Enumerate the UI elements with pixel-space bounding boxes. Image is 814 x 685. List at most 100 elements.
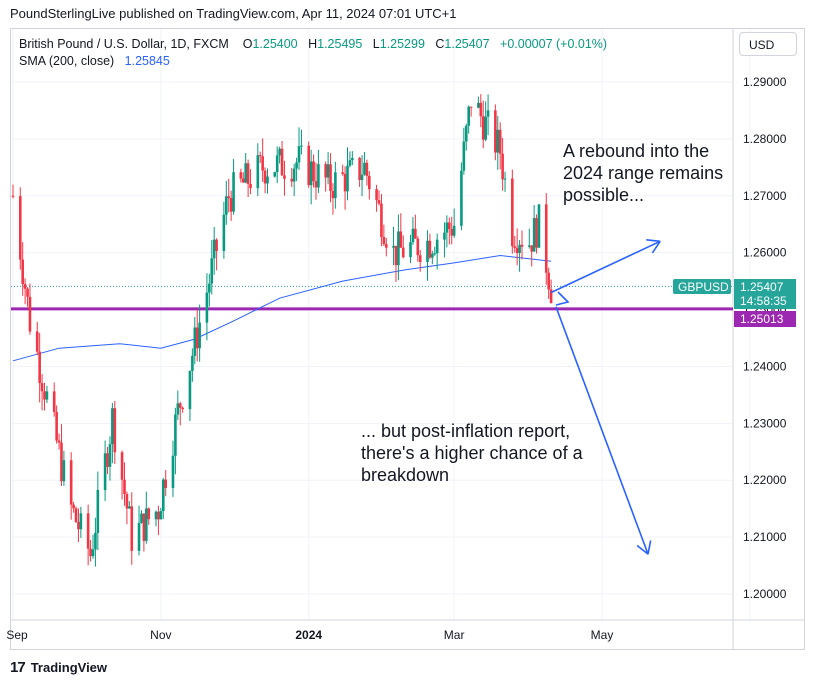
candle-body xyxy=(188,370,192,410)
candle-body xyxy=(52,391,56,413)
candle-body xyxy=(416,238,420,256)
candle-body xyxy=(205,292,209,323)
candle-body xyxy=(208,283,211,293)
candle-body xyxy=(94,532,97,550)
candle-body xyxy=(331,190,335,199)
hint-arrow xyxy=(555,291,570,306)
candle-body xyxy=(55,412,58,441)
currency-button[interactable]: USD xyxy=(739,32,797,56)
candle-body xyxy=(535,218,538,248)
countdown-text: 14:58:35 xyxy=(740,294,787,308)
sma-value: 1.25845 xyxy=(124,54,170,68)
low-label: L xyxy=(372,37,380,51)
candle-body xyxy=(515,247,519,253)
upside-projection-arrow-head xyxy=(646,239,661,243)
upside-projection-arrow-head xyxy=(651,240,661,254)
candle-body xyxy=(530,245,534,252)
downside-projection-arrow xyxy=(555,306,649,555)
candle-body xyxy=(191,355,194,371)
candle-body xyxy=(171,455,175,488)
chart-frame xyxy=(10,28,805,650)
candle-body xyxy=(464,125,468,142)
candle-body xyxy=(348,160,352,166)
candle-body xyxy=(215,239,218,251)
candle-body xyxy=(549,289,553,304)
high-value: 1.25495 xyxy=(317,37,363,51)
candle-body xyxy=(358,157,361,180)
candle-body xyxy=(45,391,49,400)
candle-body xyxy=(409,242,412,258)
candle-body xyxy=(249,183,252,189)
candle-body xyxy=(232,172,235,212)
price-tick-label: 1.24000 xyxy=(743,359,787,373)
candle-body xyxy=(181,407,184,410)
price-tick-label: 1.22000 xyxy=(743,473,787,487)
candle-body xyxy=(11,195,15,197)
candle-body xyxy=(382,237,386,244)
candle-body xyxy=(275,155,279,173)
downside-projection-arrow-head xyxy=(636,544,649,555)
candle-body xyxy=(312,161,315,182)
candle-body xyxy=(375,189,378,201)
candle-body xyxy=(21,259,24,285)
candle-body xyxy=(210,258,214,284)
price-tick-label: 1.27000 xyxy=(743,189,787,203)
candle-body xyxy=(137,522,141,551)
candle-body xyxy=(77,522,80,530)
candle-body xyxy=(91,549,95,557)
candle-body xyxy=(159,511,163,520)
time-axis: Sep Nov 2024 Mar May xyxy=(6,628,613,642)
candle-body xyxy=(278,148,281,156)
candle-body xyxy=(520,244,524,247)
candle-body xyxy=(261,156,264,171)
open-label: O xyxy=(242,37,253,51)
candle-body xyxy=(411,228,415,243)
candle-body xyxy=(241,178,245,183)
candle-body xyxy=(142,513,146,541)
candle-body xyxy=(292,168,296,182)
candle-body xyxy=(290,178,294,182)
attribution-text: PoundSterlingLive published on TradingVi… xyxy=(10,6,457,21)
candle-body xyxy=(258,155,262,157)
candle-body xyxy=(479,102,483,117)
candle-body xyxy=(547,272,550,290)
candle-body xyxy=(263,170,267,184)
candle-body xyxy=(145,508,148,541)
candle-body xyxy=(360,174,364,180)
candle-body xyxy=(392,245,395,248)
candles-layer xyxy=(11,94,553,567)
candle-body xyxy=(246,163,250,184)
time-tick-label: Mar xyxy=(444,628,465,642)
candle-body xyxy=(120,452,124,480)
candle-body xyxy=(496,129,500,153)
symbol-label: British Pound / U.S. Dollar, 1D, FXCM xyxy=(19,37,229,51)
candle-body xyxy=(484,116,487,140)
price-tick-label: 1.26000 xyxy=(743,246,787,260)
candle-body xyxy=(401,247,405,258)
candle-body xyxy=(477,102,480,108)
candle-body xyxy=(62,460,66,482)
tradingview-logo-icon: 17 xyxy=(10,659,26,676)
candle-body xyxy=(157,511,160,520)
candle-body xyxy=(128,506,131,509)
candle-body xyxy=(380,203,383,238)
candle-body xyxy=(212,239,216,259)
candle-body xyxy=(176,403,180,415)
candle-body xyxy=(431,253,434,258)
candle-body xyxy=(445,222,449,233)
upside-projection-arrow xyxy=(550,240,661,294)
candle-body xyxy=(532,218,536,252)
candle-body xyxy=(314,181,318,188)
candle-body xyxy=(147,508,151,520)
candle-body xyxy=(297,146,301,163)
ohlc-row: British Pound / U.S. Dollar, 1D, FXCM O1… xyxy=(19,36,607,53)
candle-body xyxy=(334,172,337,199)
open-value: 1.25400 xyxy=(252,37,298,51)
price-tick-label: 1.28000 xyxy=(743,132,787,146)
candle-body xyxy=(283,175,286,179)
last-price-text: 1.25407 xyxy=(740,280,784,294)
candle-body xyxy=(198,322,201,349)
footer-brand[interactable]: 17 TradingView xyxy=(10,659,107,676)
